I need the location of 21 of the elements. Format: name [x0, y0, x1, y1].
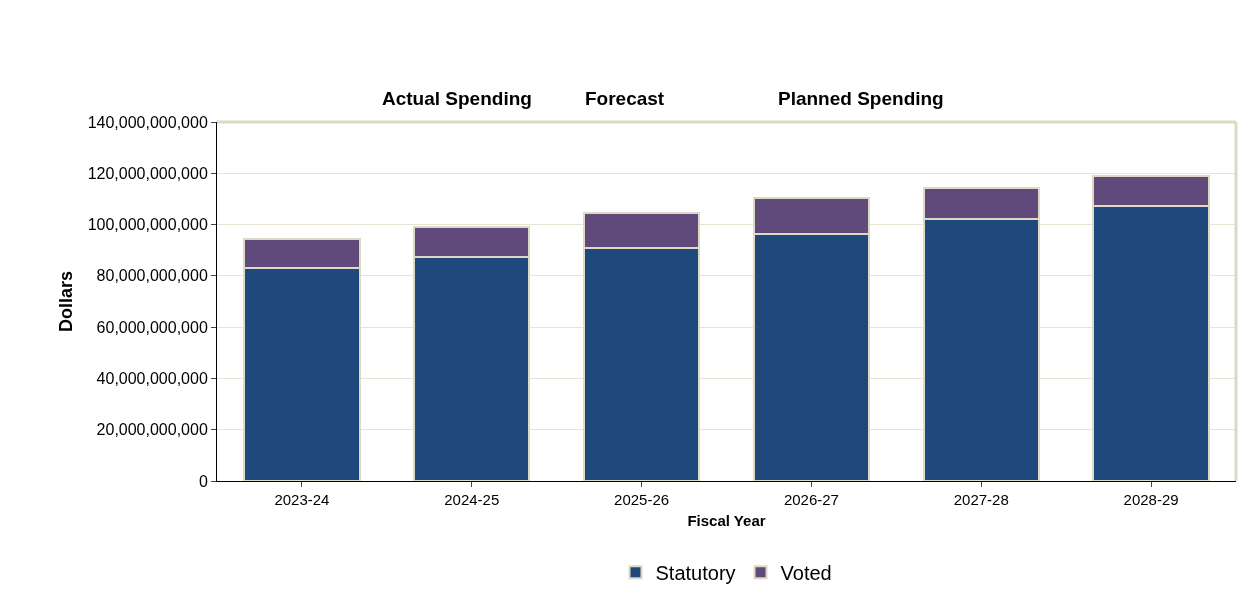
x-tick-label: 2024-25: [444, 491, 500, 508]
y-tick-label: 120,000,000,000: [87, 164, 208, 182]
text: Actual Spending: [382, 88, 532, 109]
text: Forecast: [585, 88, 665, 109]
x-tick-label: 2023-24: [274, 491, 330, 508]
x-tick-label: 2026-27: [783, 491, 839, 508]
y-tick-label: 0: [198, 472, 208, 490]
y-tick-label: 100,000,000,000: [87, 216, 208, 234]
x-tick-label: 2027-28: [953, 491, 1009, 508]
y-tick-label: 40,000,000,000: [96, 370, 208, 388]
y-tick-label: 80,000,000,000: [96, 267, 208, 285]
y-axis-title: Dollars: [55, 270, 76, 333]
y-tick-label: 20,000,000,000: [96, 421, 208, 439]
x-tick-label: 2025-26: [614, 491, 670, 508]
x-axis-title: Fiscal Year: [687, 512, 766, 529]
y-tick-label: 60,000,000,000: [96, 318, 208, 336]
legend-label: Statutory: [655, 562, 736, 585]
text: Planned Spending: [778, 88, 944, 109]
x-tick-label: 2028-29: [1123, 491, 1179, 508]
legend-label: Voted: [780, 562, 832, 585]
y-tick-label: 140,000,000,000: [87, 113, 208, 131]
